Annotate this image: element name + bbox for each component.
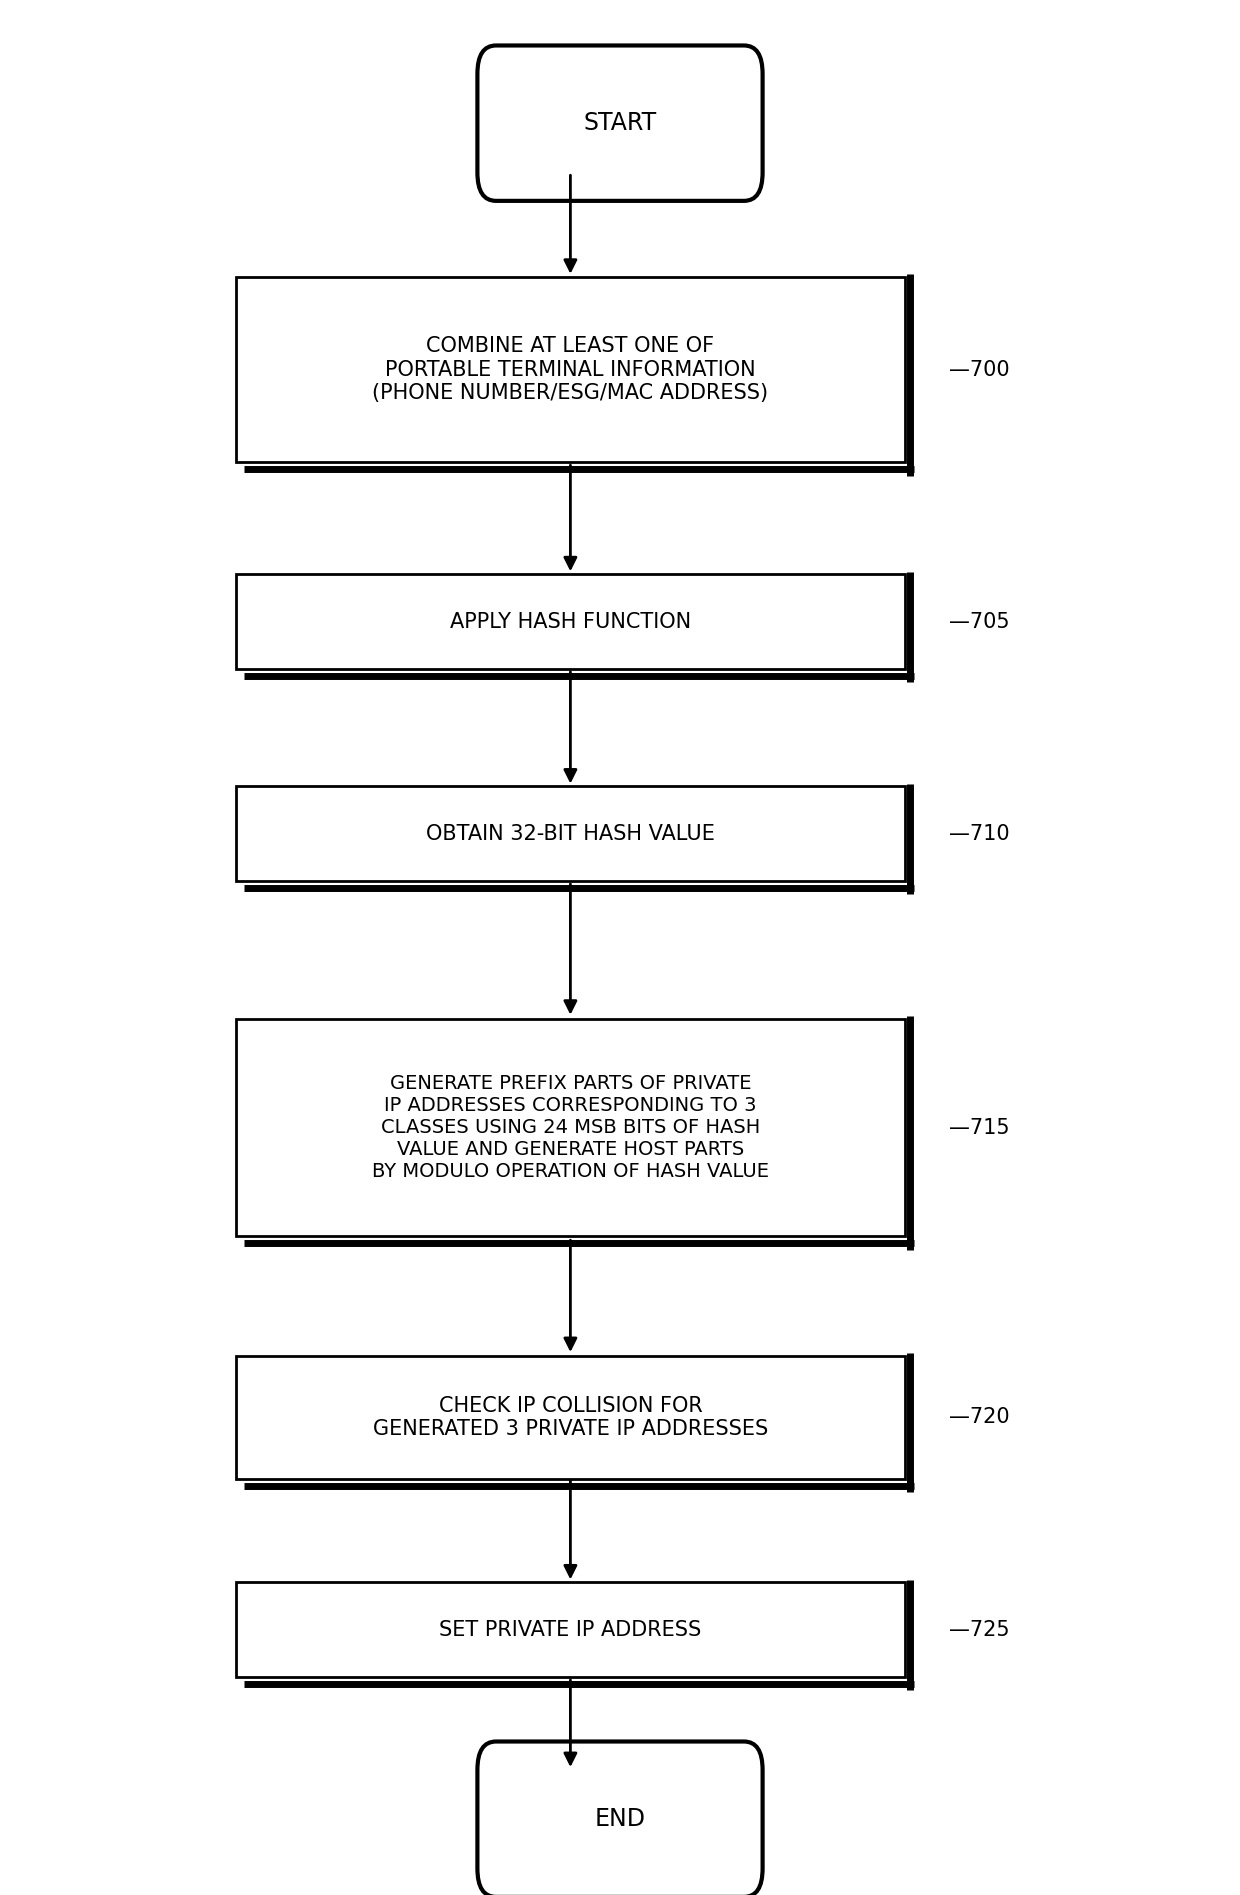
FancyBboxPatch shape [477, 1742, 763, 1895]
Text: CHECK IP COLLISION FOR
GENERATED 3 PRIVATE IP ADDRESSES: CHECK IP COLLISION FOR GENERATED 3 PRIVA… [373, 1397, 768, 1438]
Bar [236, 1357, 905, 1478]
Text: —725: —725 [949, 1620, 1009, 1639]
Text: GENERATE PREFIX PARTS OF PRIVATE
IP ADDRESSES CORRESPONDING TO 3
CLASSES USING 2: GENERATE PREFIX PARTS OF PRIVATE IP ADDR… [372, 1074, 769, 1181]
Text: APPLY HASH FUNCTION: APPLY HASH FUNCTION [450, 612, 691, 631]
Bar [236, 574, 905, 669]
Text: END: END [594, 1808, 646, 1831]
Bar [236, 1020, 905, 1236]
Text: —715: —715 [949, 1118, 1009, 1137]
Text: OBTAIN 32-BIT HASH VALUE: OBTAIN 32-BIT HASH VALUE [427, 824, 714, 843]
Text: —720: —720 [949, 1408, 1009, 1427]
Text: —705: —705 [949, 612, 1009, 631]
Text: —700: —700 [949, 360, 1009, 379]
Bar [236, 786, 905, 881]
Text: SET PRIVATE IP ADDRESS: SET PRIVATE IP ADDRESS [439, 1620, 702, 1639]
Text: START: START [583, 112, 657, 135]
Bar [236, 1582, 905, 1677]
Text: COMBINE AT LEAST ONE OF
PORTABLE TERMINAL INFORMATION
(PHONE NUMBER/ESG/MAC ADDR: COMBINE AT LEAST ONE OF PORTABLE TERMINA… [372, 335, 769, 404]
Bar [236, 277, 905, 462]
Text: —710: —710 [949, 824, 1009, 843]
FancyBboxPatch shape [477, 45, 763, 201]
